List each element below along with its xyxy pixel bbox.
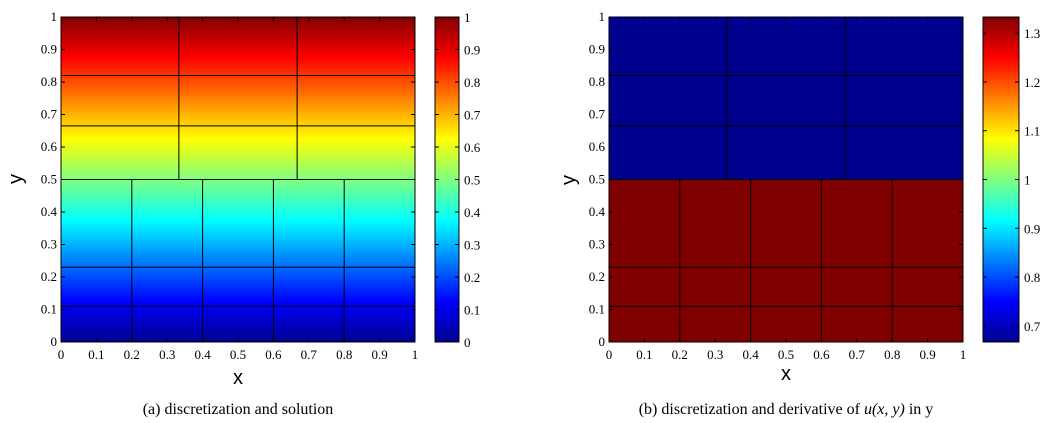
a-cbtick-label-6: 0.6 (464, 140, 481, 155)
b-ytick-label-5: 0.5 (589, 172, 605, 187)
a-cbtick-label-9: 0.9 (464, 43, 480, 58)
a-xtick-label-0: 0 (58, 347, 65, 362)
a-cbtick-label-10: 1 (464, 10, 471, 25)
a-cbtick-label-4: 0.4 (464, 205, 481, 220)
b-xtick-label-1: 0.1 (636, 347, 652, 362)
a-cbtick-label-1: 0.1 (464, 303, 480, 318)
b-ytick-label-9: 0.9 (589, 42, 605, 57)
panel-b-caption: (b) discretization and derivative of u(x… (639, 401, 934, 418)
a-ytick-label-7: 0.7 (41, 107, 58, 122)
panel-a-xlabel: x (233, 367, 243, 389)
b-cbtick-label-3: 1 (1024, 173, 1031, 188)
panel-a-ylabel: y (5, 174, 27, 184)
b-ytick-label-0: 0 (599, 334, 606, 349)
a-ytick-label-1: 0.1 (41, 302, 57, 317)
a-xtick-label-9: 0.9 (371, 347, 387, 362)
b-cbtick-label-6: 1.3 (1024, 26, 1040, 41)
b-cbtick-label-2: 0.9 (1024, 221, 1040, 236)
a-xtick-label-6: 0.6 (265, 347, 282, 362)
panel-b-region-high (609, 17, 963, 180)
panel-b-colorbar (982, 16, 1020, 343)
a-cbtick-label-2: 0.2 (464, 270, 480, 285)
b-ytick-label-4: 0.4 (589, 204, 606, 219)
b-xtick-label-10: 1 (960, 347, 967, 362)
a-cbtick-label-0: 0 (464, 335, 471, 350)
a-ytick-label-6: 0.6 (41, 139, 58, 154)
a-ytick-label-9: 0.9 (41, 42, 57, 57)
b-ytick-label-8: 0.8 (589, 74, 605, 89)
b-ytick-label-7: 0.7 (589, 107, 606, 122)
b-cbtick-label-0: 0.7 (1024, 319, 1041, 334)
panel-b-caption-text: (b) discretization and derivative of (639, 401, 861, 418)
b-xtick-label-6: 0.6 (813, 347, 830, 362)
b-cbtick-label-4: 1.1 (1024, 124, 1040, 139)
b-xtick-label-0: 0 (606, 347, 613, 362)
b-ytick-label-2: 0.2 (589, 269, 605, 284)
b-xtick-label-3: 0.3 (707, 347, 723, 362)
a-ytick-label-0: 0 (51, 334, 58, 349)
a-xtick-label-3: 0.3 (159, 347, 175, 362)
panel-b-xlabel: x (781, 363, 791, 385)
panel-b-mesh (609, 17, 963, 342)
panel-a-colorbar-ticks: 0 0.1 0.2 0.3 0.4 0.5 0.6 0.7 0.8 0.9 1 (435, 10, 481, 350)
panel-b-ylabel: y (558, 175, 580, 185)
b-xtick-label-2: 0.2 (672, 347, 688, 362)
panel-b-caption-math: u(x, y) (864, 401, 905, 418)
a-xtick-label-1: 0.1 (88, 347, 104, 362)
panel-b-caption-suffix: in y (909, 401, 933, 418)
panel-b-colorbar-ticks: 0.7 0.8 0.9 1 1.1 1.2 1.3 (983, 26, 1041, 334)
b-ytick-label-6: 0.6 (589, 139, 606, 154)
panel-a-caption: (a) discretization and solution (143, 401, 334, 418)
b-xtick-label-7: 0.7 (849, 347, 866, 362)
b-ytick-label-1: 0.1 (589, 302, 605, 317)
a-cbtick-label-3: 0.3 (464, 238, 480, 253)
a-cbtick-label-5: 0.5 (464, 173, 480, 188)
b-ytick-label-3: 0.3 (589, 237, 605, 252)
a-xtick-label-4: 0.4 (194, 347, 211, 362)
a-cbtick-label-8: 0.8 (464, 75, 480, 90)
panel-b-region-low (609, 180, 963, 342)
a-ytick-label-2: 0.2 (41, 269, 57, 284)
b-cbtick-label-1: 0.8 (1024, 270, 1040, 285)
a-ytick-label-8: 0.8 (41, 74, 57, 89)
b-xtick-label-9: 0.9 (919, 347, 935, 362)
a-xtick-label-2: 0.2 (124, 347, 140, 362)
b-xtick-label-5: 0.5 (778, 347, 794, 362)
a-ytick-label-5: 0.5 (41, 172, 57, 187)
a-ytick-label-4: 0.4 (41, 204, 58, 219)
panel-b: 0 0.1 0.2 0.3 0.4 0.5 0.6 0.7 0.8 0.9 1 0 0.1 0.2 0.3 0… (558, 9, 1041, 418)
a-ytick-label-10: 1 (51, 9, 58, 24)
panel-a: 0 0.1 0.2 0.3 0.4 0.5 0.6 0.7 0.8 0.9 100.10.20.30… (5, 9, 481, 418)
panel-b-ticks: 0 0.1 0.2 0.3 0.4 0.5 0.6 0.7 0.8 0.9 1 0 0.1 0.2 0.3 0… (589, 9, 967, 362)
b-cbtick-label-5: 1.2 (1024, 75, 1040, 90)
panel-a-ticks: 0 0.1 0.2 0.3 0.4 0.5 0.6 0.7 0.8 0.9 1 0 0.1 0.2 0.3 0… (41, 9, 419, 362)
a-xtick-label-5: 0.5 (230, 347, 246, 362)
a-cbtick-label-7: 0.7 (464, 108, 481, 123)
a-ytick-label-3: 0.3 (41, 237, 57, 252)
a-xtick-label-10: 1 (412, 347, 419, 362)
a-xtick-label-7: 0.7 (301, 347, 318, 362)
b-xtick-label-8: 0.8 (884, 347, 900, 362)
panel-a-mesh (61, 17, 415, 342)
b-xtick-label-4: 0.4 (742, 347, 759, 362)
b-ytick-label-10: 1 (599, 9, 606, 24)
a-xtick-label-8: 0.8 (336, 347, 352, 362)
